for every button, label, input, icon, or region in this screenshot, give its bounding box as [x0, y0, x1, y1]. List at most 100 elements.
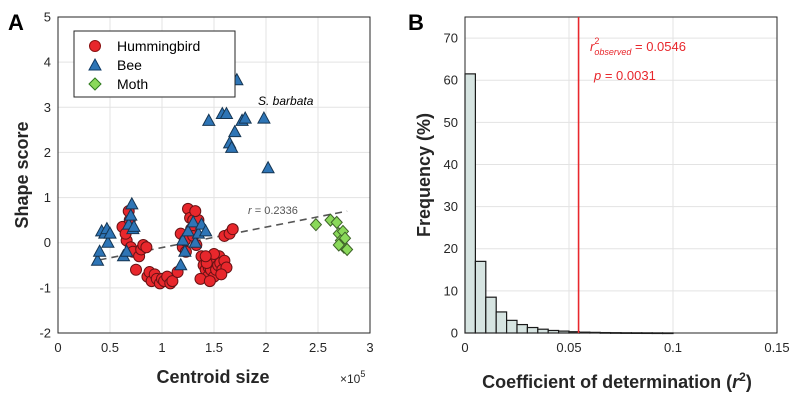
- moth-point: [330, 215, 343, 230]
- histogram-bar: [516, 323, 528, 334]
- bee-point: [227, 124, 242, 138]
- x-tick-label: 0: [461, 340, 468, 355]
- legend-label-bee: Bee: [117, 57, 142, 73]
- bee-point: [224, 140, 239, 153]
- x-tick-label: 0.15: [764, 340, 789, 355]
- bee-point: [257, 111, 271, 124]
- x-axis-multiplier: ×105: [340, 369, 365, 386]
- panel-b-axes-box: [464, 16, 778, 334]
- bee-point: [181, 223, 195, 237]
- r-symbol: r: [248, 205, 253, 217]
- panel-a-scatter: A 0 0.5 1 1.5 2 2.5 3 -2 -1 0 1 2 3 4 5 S. barbata r …: [8, 10, 374, 388]
- panel-a-y-ticks: -2 -1 0 1 2 3 4 5: [39, 10, 51, 341]
- y-tick-label: 0: [451, 326, 458, 341]
- x-title-exp: 2: [739, 370, 746, 384]
- panel-a-points: [90, 61, 354, 290]
- r2-symbol: r: [590, 39, 595, 54]
- legend-label-hummingbird: Hummingbird: [117, 38, 200, 54]
- x-tick-label: 2: [262, 340, 269, 355]
- x-tick-label: 0.5: [101, 340, 119, 355]
- panel-a-label: A: [8, 10, 24, 35]
- bee-point: [188, 235, 203, 248]
- moth-point: [332, 238, 345, 252]
- y-tick-label: 5: [44, 10, 51, 25]
- y-tick-label: 2: [44, 145, 51, 160]
- species-annotation: S. barbata: [258, 94, 314, 108]
- r-annotation: r = 0.2336: [248, 205, 298, 217]
- bee-point: [178, 244, 192, 257]
- y-tick-label: 20: [444, 241, 458, 256]
- legend-marker-bee: [88, 57, 102, 71]
- panel-b-grid: [464, 17, 778, 334]
- x-tick-label: 0.1: [664, 340, 682, 355]
- panel-b-x-ticks: 0 0.05 0.1 0.15: [461, 340, 789, 355]
- x-multiplier-base: ×10: [340, 372, 361, 386]
- y-tick-label: 0: [44, 235, 51, 250]
- hummingbird-point: [166, 275, 179, 288]
- p-value: = 0.0031: [601, 68, 656, 83]
- x-tick-label: 3: [366, 340, 373, 355]
- bee-point: [219, 106, 234, 120]
- histogram-bar: [464, 73, 476, 334]
- bee-point: [175, 232, 190, 246]
- legend-box: [73, 30, 236, 98]
- hummingbird-point: [203, 275, 216, 288]
- y-tick-label: -2: [39, 326, 51, 341]
- r2-subscript: observed: [594, 47, 632, 57]
- observed-r2-annotation: r2 observed = 0.0546: [590, 36, 686, 57]
- bee-point: [238, 111, 253, 124]
- hummingbird-point: [140, 241, 153, 254]
- r2-value: = 0.0546: [631, 39, 686, 54]
- x-title-text: Coefficient of determination (: [482, 372, 732, 392]
- panel-b-label: B: [408, 10, 424, 35]
- hummingbird-point: [130, 263, 142, 276]
- panel-a-y-axis-title: Shape score: [12, 121, 32, 228]
- y-tick-label: 3: [44, 100, 51, 115]
- p-value-annotation: p = 0.0031: [593, 68, 656, 83]
- x-multiplier-exp: 5: [360, 369, 365, 379]
- bee-point: [186, 214, 201, 228]
- bee-point: [103, 226, 117, 239]
- hummingbird-point: [215, 268, 228, 281]
- y-tick-label: 4: [44, 55, 51, 70]
- bee-point: [198, 223, 213, 237]
- panel-b-y-ticks: 0 10 20 30 40 50 60 70: [444, 31, 458, 341]
- hummingbird-point: [199, 250, 212, 263]
- x-title-close: ): [746, 372, 752, 392]
- histogram-bar: [474, 260, 487, 334]
- y-tick-label: 40: [444, 157, 458, 172]
- x-tick-label: 2.5: [309, 340, 327, 355]
- legend-marker-moth: [88, 77, 102, 91]
- r2-exponent: 2: [594, 36, 599, 46]
- histogram-bar: [495, 311, 508, 334]
- panel-a-axes-box: [57, 16, 371, 334]
- histogram-bar: [537, 328, 549, 334]
- x-tick-label: 1.5: [205, 340, 223, 355]
- panel-b-x-axis-title: Coefficient of determination (r2): [482, 370, 752, 392]
- moth-point: [309, 217, 323, 232]
- panel-b-y-axis-title: Frequency (%): [414, 113, 434, 237]
- r-value: = 0.2336: [252, 205, 298, 217]
- bee-point: [201, 113, 216, 126]
- y-tick-label: 30: [444, 199, 458, 214]
- bee-point: [127, 219, 141, 232]
- p-symbol: p: [593, 68, 601, 83]
- histogram-bar: [506, 319, 518, 334]
- y-tick-label: -1: [39, 280, 51, 295]
- legend: Hummingbird Bee Moth: [73, 30, 236, 98]
- bee-point: [119, 244, 134, 257]
- y-tick-label: 10: [444, 283, 458, 298]
- histogram-bar: [526, 326, 539, 334]
- panel-a-x-axis-title: Centroid size: [156, 367, 269, 387]
- y-tick-label: 1: [44, 190, 51, 205]
- y-tick-label: 60: [444, 73, 458, 88]
- moth-point: [340, 242, 354, 257]
- x-tick-label: 0.05: [556, 340, 581, 355]
- y-tick-label: 70: [444, 31, 458, 46]
- legend-label-moth: Moth: [117, 76, 148, 92]
- bee-point: [124, 196, 139, 210]
- x-title-symbol: r: [732, 372, 740, 392]
- x-tick-label: 0: [54, 340, 61, 355]
- legend-marker-hummingbird: [89, 40, 101, 52]
